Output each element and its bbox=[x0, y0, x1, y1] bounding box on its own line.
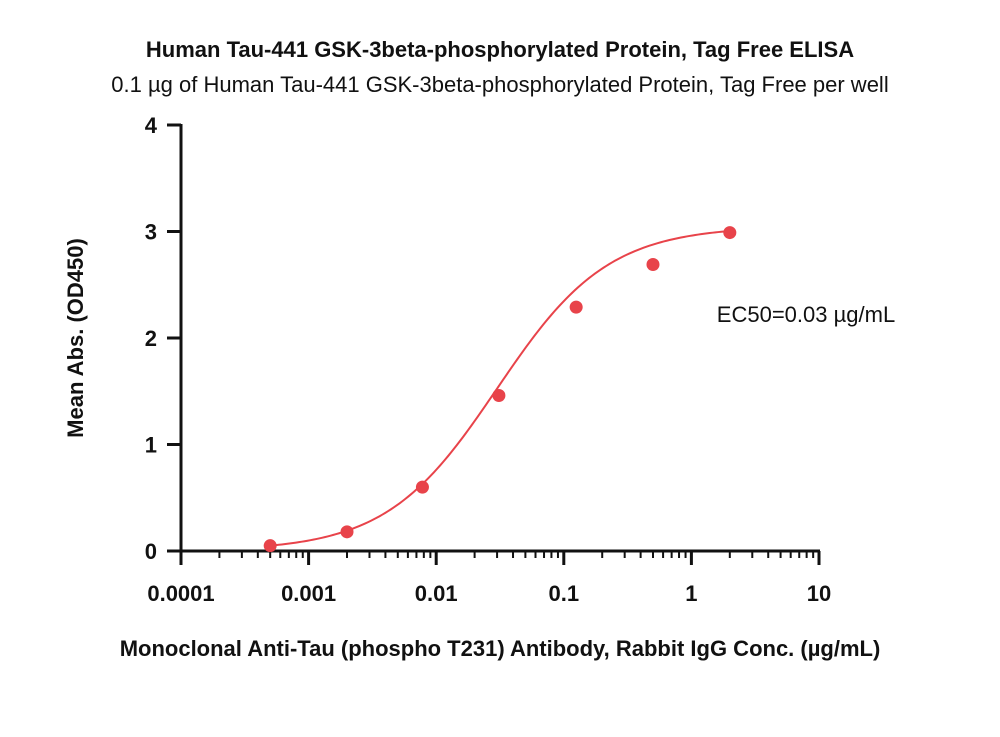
data-point bbox=[569, 300, 583, 314]
chart-subtitle: 0.1 µg of Human Tau-441 GSK-3beta-phosph… bbox=[111, 72, 888, 97]
x-axis-title: Monoclonal Anti-Tau (phospho T231) Antib… bbox=[120, 636, 881, 661]
y-tick-label: 0 bbox=[145, 539, 157, 564]
data-point bbox=[723, 226, 737, 240]
x-tick-label: 0.0001 bbox=[147, 581, 214, 606]
x-tick-label: 1 bbox=[685, 581, 697, 606]
x-tick-label: 10 bbox=[807, 581, 831, 606]
y-tick-label: 3 bbox=[145, 220, 157, 245]
data-point bbox=[492, 389, 506, 403]
data-points bbox=[263, 226, 737, 553]
y-axis-title: Mean Abs. (OD450) bbox=[63, 238, 88, 438]
y-tick-label: 2 bbox=[145, 326, 157, 351]
fit-curve bbox=[270, 229, 730, 547]
x-tick-label: 0.001 bbox=[281, 581, 336, 606]
data-point bbox=[646, 258, 660, 272]
y-tick-label: 1 bbox=[145, 433, 157, 458]
chart-title: Human Tau-441 GSK-3beta-phosphorylated P… bbox=[146, 37, 854, 62]
ec50-annotation: EC50=0.03 µg/mL bbox=[717, 302, 895, 327]
data-point bbox=[415, 480, 429, 494]
data-point bbox=[263, 539, 277, 553]
axes: 0 1 2 3 4 0.0001 0.001 0.01 0.1 1 10 bbox=[145, 113, 831, 606]
y-tick-label: 4 bbox=[145, 113, 158, 138]
x-tick-label: 0.1 bbox=[549, 581, 580, 606]
fit-curve-group bbox=[270, 229, 730, 547]
x-tick-label: 0.01 bbox=[415, 581, 458, 606]
data-point bbox=[340, 525, 354, 539]
